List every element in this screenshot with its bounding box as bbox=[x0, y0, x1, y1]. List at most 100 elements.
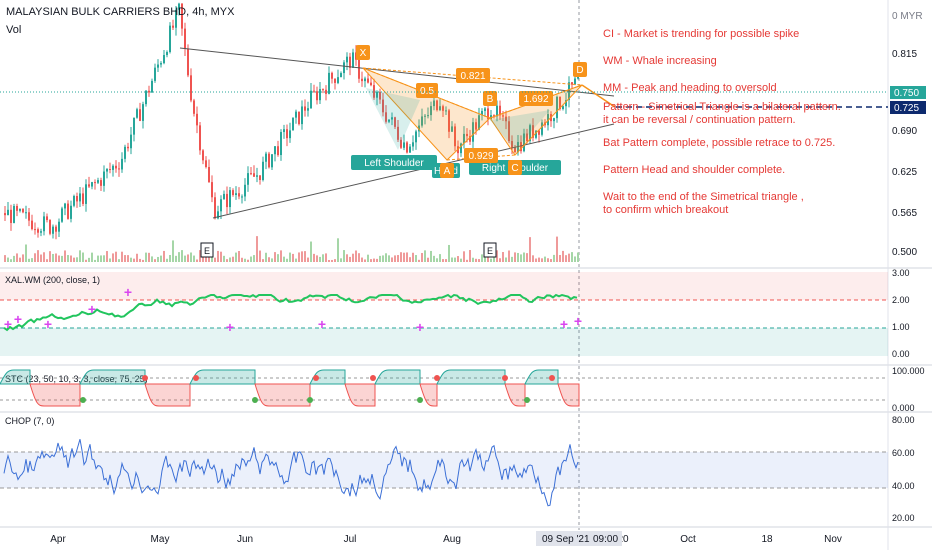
volume-bar bbox=[88, 257, 90, 262]
volume-bar bbox=[562, 250, 564, 262]
volume-bar bbox=[184, 255, 186, 262]
volume-bar bbox=[379, 255, 381, 262]
volume-bar bbox=[556, 236, 558, 262]
candle-body bbox=[25, 212, 27, 214]
candle-body bbox=[241, 196, 243, 198]
volume-bar bbox=[319, 256, 321, 262]
ratio-xd-label: 0.821 bbox=[460, 71, 485, 82]
stc-signal-dot bbox=[370, 375, 376, 381]
volume-bar bbox=[217, 250, 219, 262]
volume-bar bbox=[16, 253, 18, 262]
volume-bar bbox=[406, 252, 408, 262]
volume-bar bbox=[67, 255, 69, 262]
stc-up-area bbox=[189, 369, 256, 385]
candle-body bbox=[571, 82, 573, 85]
volume-bar bbox=[538, 257, 540, 262]
volume-bar bbox=[286, 258, 288, 262]
candle-body bbox=[298, 111, 300, 125]
volume-bar bbox=[22, 254, 24, 262]
volume-bar bbox=[271, 258, 273, 262]
ratio-xb-label-bg bbox=[416, 83, 438, 98]
stc-up-area bbox=[309, 369, 346, 385]
crosshair-date-label: 09 Sep '21 bbox=[542, 534, 590, 545]
crosshair-date-bg bbox=[536, 531, 622, 546]
volume-bar bbox=[31, 258, 33, 262]
candle-body bbox=[538, 130, 540, 135]
candle-body bbox=[244, 184, 246, 197]
candle-body bbox=[46, 216, 48, 221]
volume-bar bbox=[439, 254, 441, 262]
note-mm: MM - Peak and heading to oversold bbox=[603, 82, 777, 94]
volume-bar bbox=[145, 252, 147, 262]
candle-body bbox=[328, 72, 330, 94]
price-tick-label: 0.500 bbox=[892, 247, 917, 258]
price-tick-label: 0.565 bbox=[892, 208, 917, 219]
volume-bar bbox=[421, 252, 423, 262]
candle-body bbox=[133, 117, 135, 135]
earnings-marker-box bbox=[200, 242, 214, 258]
wm-indicator-label: XAL.WM (200, close, 1) bbox=[5, 275, 100, 285]
volume-bar bbox=[304, 251, 306, 262]
candle-body bbox=[166, 52, 168, 56]
candle-body bbox=[235, 193, 237, 195]
volume-bar bbox=[52, 253, 54, 262]
candle-body bbox=[202, 150, 204, 161]
candle-body bbox=[409, 146, 411, 153]
candle-body bbox=[190, 75, 192, 101]
candle-body bbox=[286, 129, 288, 139]
last-price-tag-bg bbox=[890, 86, 926, 99]
stc-down-area bbox=[254, 383, 311, 407]
candle-body bbox=[532, 125, 534, 138]
volume-bar bbox=[436, 258, 438, 262]
volume-bar bbox=[169, 255, 171, 262]
candle-body bbox=[88, 184, 90, 187]
volume-bar bbox=[25, 244, 27, 262]
candle-body bbox=[331, 72, 333, 79]
candle-body bbox=[376, 91, 378, 98]
candle-body bbox=[55, 226, 57, 232]
stc-tick-label: 100.000 bbox=[892, 366, 925, 376]
candle-body bbox=[307, 108, 309, 111]
volume-bar bbox=[472, 257, 474, 262]
bat-xb-line bbox=[362, 67, 491, 119]
candle-body bbox=[415, 131, 417, 143]
candle-body bbox=[337, 77, 339, 83]
wm-marker: + bbox=[560, 316, 568, 332]
point-a-label: A bbox=[444, 166, 451, 177]
volume-bar bbox=[535, 258, 537, 262]
stc-signal-dot bbox=[142, 375, 148, 381]
candle-body bbox=[142, 104, 144, 121]
volume-bar bbox=[79, 250, 81, 262]
volume-bar bbox=[541, 258, 543, 262]
ratio-xb-label: 0.5 bbox=[420, 86, 434, 97]
volume-bar bbox=[247, 259, 249, 262]
volume-bar bbox=[496, 250, 498, 262]
candle-body bbox=[262, 161, 264, 181]
candle-body bbox=[322, 89, 324, 91]
candle-body bbox=[106, 169, 108, 172]
candle-body bbox=[433, 100, 435, 107]
note-wm: WM - Whale increasing bbox=[603, 55, 717, 67]
volume-bar bbox=[55, 253, 57, 262]
candle-body bbox=[556, 96, 558, 119]
candle-body bbox=[436, 100, 438, 111]
candle-body bbox=[421, 116, 423, 126]
candle-body bbox=[145, 90, 147, 105]
candle-body bbox=[70, 205, 72, 219]
candle-body bbox=[112, 165, 114, 170]
volume-bar bbox=[100, 255, 102, 262]
volume-bar bbox=[475, 258, 477, 262]
stc-signal-dot bbox=[193, 375, 199, 381]
volume-bar bbox=[154, 259, 156, 262]
candle-body bbox=[226, 193, 228, 208]
volume-bar bbox=[91, 252, 93, 262]
candle-body bbox=[178, 3, 180, 10]
candle-body bbox=[259, 175, 261, 181]
volume-bar bbox=[37, 250, 39, 262]
candle-body bbox=[187, 48, 189, 76]
volume-bar bbox=[298, 252, 300, 262]
candle-body bbox=[346, 56, 348, 63]
volume-bar bbox=[10, 259, 12, 262]
volume-bar bbox=[235, 252, 237, 262]
volume-bar bbox=[487, 253, 489, 262]
